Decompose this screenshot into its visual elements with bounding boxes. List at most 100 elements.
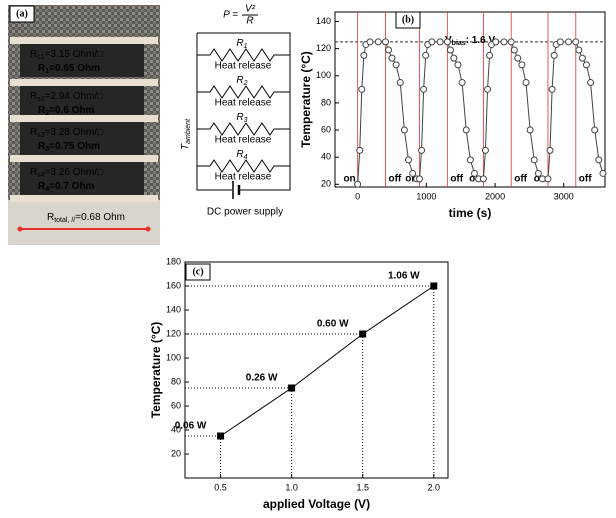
point [416, 175, 424, 183]
point [381, 38, 389, 46]
event-label: off [450, 174, 463, 185]
sheet-resistance-sub: s3 [37, 132, 45, 139]
y-tick-label: 40 [321, 152, 331, 162]
point [510, 46, 518, 54]
point [358, 85, 366, 93]
resistor-label-sub: 4 [244, 154, 248, 161]
sheet-resistance-sub: s2 [37, 96, 45, 103]
point [430, 282, 438, 290]
point [420, 85, 428, 93]
event-label: on [343, 174, 355, 185]
y-tick-label: 60 [321, 124, 331, 134]
point [466, 156, 474, 164]
point [400, 126, 408, 134]
point [450, 54, 458, 62]
resistance-main: R [38, 141, 46, 152]
resistor [197, 122, 290, 136]
strip [10, 195, 158, 202]
point [556, 38, 564, 46]
measure-dot [145, 226, 151, 232]
resistor-label-sub: 2 [243, 80, 248, 87]
point [374, 38, 382, 46]
sheet-resistance-main: R [30, 91, 37, 102]
sheet-resistance-main: R [30, 167, 37, 178]
x-axis-label: applied Voltage (V) [263, 497, 370, 511]
resistance: R1=0.65 Ohm [38, 63, 100, 75]
point [356, 146, 364, 154]
heat-label: Heat release [215, 172, 272, 183]
resistance-rest: =0.65 Ohm [49, 63, 100, 74]
point [436, 38, 444, 46]
formula-lhs: P = [223, 10, 238, 21]
point [578, 54, 586, 62]
sheet-resistance: Rs3=3.28 Ohm/□ [30, 127, 103, 139]
point [484, 85, 492, 93]
point [479, 175, 487, 183]
sheet-resistance-main: R [30, 49, 37, 60]
sheet-resistance-rest: =3.28 Ohm/□ [45, 127, 104, 138]
resistor [197, 48, 290, 62]
strip [10, 79, 158, 86]
sample [20, 44, 144, 77]
resistor-label-main: R [236, 75, 243, 86]
point [396, 79, 404, 87]
y-axis-label: Temperature (°C) [149, 322, 163, 419]
point [392, 61, 400, 69]
y-tick-label: 80 [171, 376, 181, 386]
point [405, 156, 413, 164]
strip [10, 115, 158, 122]
x-tick-label: 2000 [485, 191, 505, 201]
panel-label: (a) [16, 8, 28, 19]
source-label: DC power supply [207, 207, 283, 218]
resistance-sub: 3 [45, 146, 49, 153]
resistor [197, 159, 290, 173]
resistance-rest: =0.6 Ohm [49, 105, 94, 116]
point-label: 0.60 W [317, 319, 349, 330]
y-tick-label: 20 [321, 179, 331, 189]
point [518, 61, 526, 69]
sheet-resistance-main: R [30, 127, 37, 138]
point [550, 51, 558, 59]
point [591, 126, 599, 134]
y-tick-label: 180 [166, 256, 181, 266]
total-resistance-sub: total, // [54, 217, 75, 224]
point [481, 146, 489, 154]
sheet-resistance: Rs4=3.26 Ohm/□ [30, 167, 103, 179]
x-tick-label: 0 [355, 191, 360, 201]
photo-floor [8, 200, 160, 245]
x-tick-label: 1.0 [285, 482, 298, 492]
x-tick-label: 0.5 [214, 482, 227, 492]
y-tick-label: 140 [316, 16, 331, 26]
bias-label: Vbias: 1.6 V [445, 35, 495, 47]
formula-den: R [246, 16, 253, 27]
plot-frame [184, 261, 449, 479]
point [388, 54, 396, 62]
resistance: R2=0.6 Ohm [38, 105, 95, 117]
event-label: off [514, 174, 527, 185]
point [492, 38, 500, 46]
event-label: on [405, 174, 417, 185]
bias-label-rest: : 1.6 V [466, 35, 496, 46]
y-tick-label: 100 [166, 352, 181, 362]
sheet-resistance: Rs2=2.94 Ohm/□ [30, 91, 103, 103]
series-line [220, 285, 435, 437]
sample [20, 162, 144, 195]
point [462, 126, 470, 134]
point [500, 38, 508, 46]
y-tick-label: 100 [316, 70, 331, 80]
resistor-label-sub: 3 [244, 117, 248, 124]
bias-label-sub: bias [452, 40, 466, 47]
total-resistance-rest: =0.68 Ohm [75, 212, 125, 223]
point [446, 46, 454, 54]
resistance: R4=0.7 Ohm [38, 181, 95, 193]
y-tick-label: 120 [316, 43, 331, 53]
event-label: off [388, 174, 401, 185]
point [366, 38, 374, 46]
resistor [197, 85, 290, 99]
y-tick-label: 60 [171, 400, 181, 410]
sheet-resistance: Rs1=3.15 Ohm/□ [30, 49, 103, 61]
wire [196, 33, 232, 191]
point [422, 51, 430, 59]
point [443, 38, 451, 46]
total-resistance-main: R [47, 212, 54, 223]
